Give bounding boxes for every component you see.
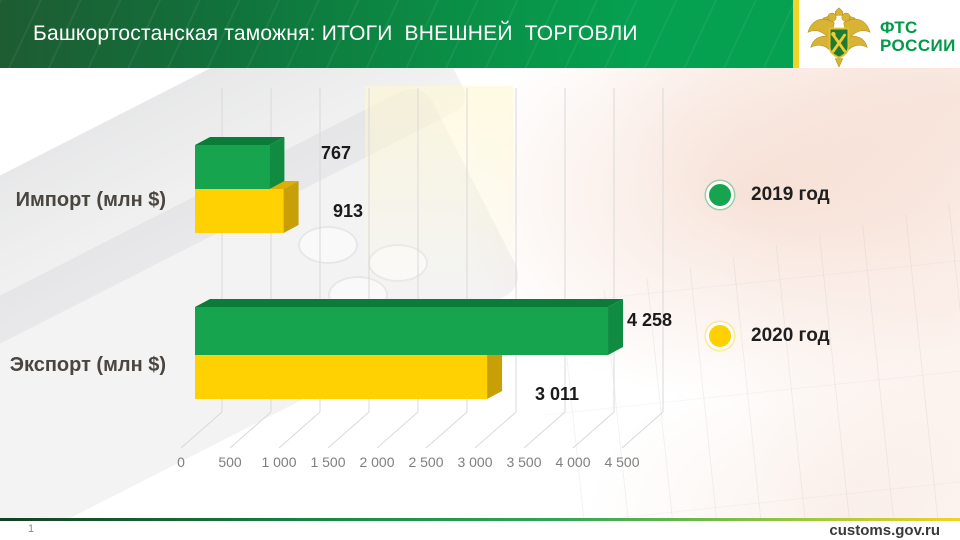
gridline-floor <box>474 411 517 449</box>
legend-label-2020: 2020 год <box>751 325 830 346</box>
bar-value-label: 4 258 <box>627 310 672 330</box>
legend-label-2019: 2019 год <box>751 184 830 205</box>
x-axis-tick-label: 2 500 <box>408 454 443 470</box>
gridline-floor <box>327 411 370 449</box>
bar-side-2019 год <box>608 299 624 355</box>
category-label: Экспорт (млн $) <box>10 354 166 376</box>
gridline-floor <box>425 411 468 449</box>
gridline-floor <box>180 411 223 449</box>
bar-side-2019 год <box>269 137 285 189</box>
bar-2020 год <box>195 355 488 399</box>
legend-swatch-2020 <box>706 322 734 350</box>
page-number: 1 <box>28 523 35 535</box>
page-title: Башкортостанская таможня: ИТОГИ ВНЕШНЕЙ … <box>33 22 638 45</box>
fts-logo-line2: РОССИИ <box>880 36 956 55</box>
gridline-floor <box>572 411 615 449</box>
bar-value-label: 3 011 <box>535 384 579 404</box>
bar-side-2020 год <box>283 181 299 233</box>
legend-item-2020: 2020 год <box>706 322 830 350</box>
fts-emblem-icon <box>807 7 871 68</box>
fts-logo-text: ФТС РОССИИ <box>880 19 956 55</box>
footer-divider-line <box>0 518 960 521</box>
bar-value-label: 767 <box>321 143 351 163</box>
gridline-floor <box>278 411 321 449</box>
gridline-floor <box>229 411 272 449</box>
legend-swatch-2019 <box>706 181 734 209</box>
footer-site-text: customs.gov.ru <box>829 522 940 539</box>
slide-header: Башкортостанская таможня: ИТОГИ ВНЕШНЕЙ … <box>0 0 960 68</box>
bar-2019 год <box>195 307 609 355</box>
x-axis-tick-label: 1 500 <box>310 454 345 470</box>
bar-2019 год <box>195 145 270 189</box>
x-axis-tick-label: 1 000 <box>261 454 296 470</box>
legend-item-2019: 2019 год <box>706 181 830 209</box>
bar-top-2019 год <box>195 299 624 307</box>
header-yellow-divider <box>793 0 799 68</box>
bar-side-2020 год <box>487 347 503 399</box>
category-label: Импорт (млн $) <box>16 189 166 211</box>
x-axis-tick-label: 2 000 <box>359 454 394 470</box>
gridline-floor <box>523 411 566 449</box>
x-axis-tick-label: 3 500 <box>506 454 541 470</box>
x-axis-tick-label: 500 <box>218 454 242 470</box>
header-green-band <box>0 0 793 68</box>
x-axis-tick-label: 4 500 <box>604 454 639 470</box>
background-highlight-band <box>365 86 513 301</box>
gridline-floor <box>376 411 419 449</box>
gridline-floor <box>621 411 664 449</box>
fts-logo-line1: ФТС <box>880 18 918 37</box>
bar-value-label: 913 <box>333 201 363 221</box>
x-axis-tick-label: 3 000 <box>457 454 492 470</box>
fts-logo: ФТС РОССИИ <box>804 6 956 68</box>
bar-top-2019 год <box>195 137 285 145</box>
x-axis-tick-label: 4 000 <box>555 454 590 470</box>
bar-2020 год <box>195 189 284 233</box>
background-calculator-key <box>300 228 356 262</box>
x-axis-tick-label: 0 <box>177 454 185 470</box>
